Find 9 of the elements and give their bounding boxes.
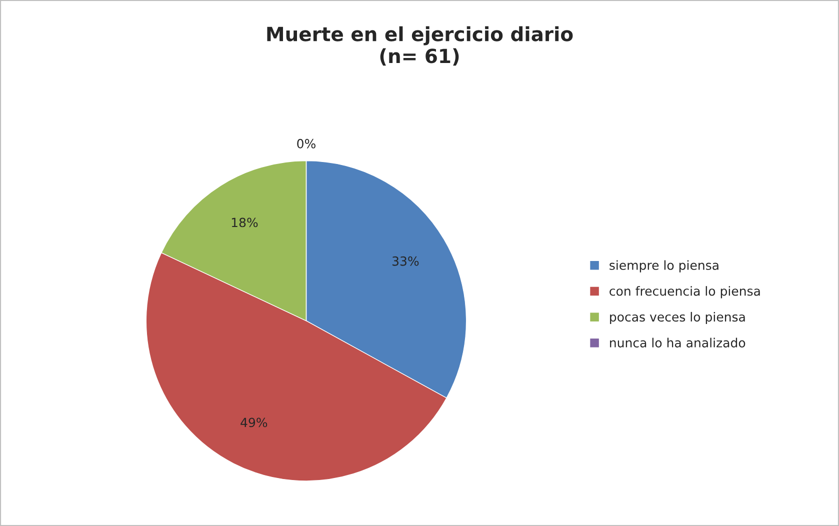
data-label: 18% — [232, 218, 258, 228]
data-label: 33% — [392, 256, 419, 266]
legend-label: con frecuencia lo piensa — [610, 286, 760, 298]
chart-title: Muerte en el ejercicio diario (n= 61) — [267, 26, 573, 66]
legend-label: nunca lo ha analizado — [610, 338, 746, 348]
legend-label: pocas veces lo piensa — [610, 312, 745, 324]
data-label: 49% — [240, 418, 268, 428]
legend-label: siempre lo piensa — [610, 260, 718, 272]
text: 0% — [297, 138, 316, 148]
